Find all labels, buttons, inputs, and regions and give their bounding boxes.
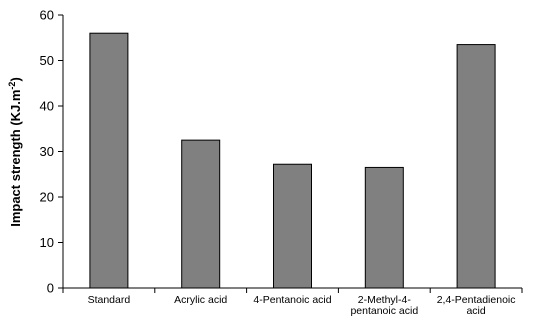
x-category-labels: Standard Acrylic acid 4-Pentanoic acid 2-Me… bbox=[88, 294, 516, 317]
y-tick-label: 40 bbox=[40, 99, 54, 114]
y-axis-title-superscript: -2 bbox=[7, 82, 17, 90]
y-tick-label: 50 bbox=[40, 53, 54, 68]
x-category-label: Standard bbox=[88, 294, 131, 306]
y-axis-title-close: ) bbox=[8, 77, 23, 81]
bar bbox=[181, 139, 221, 289]
y-tick-label: 10 bbox=[40, 235, 54, 250]
y-axis-title: Impact strength (KJ.m-2) bbox=[7, 77, 23, 227]
x-category-label-line: 2-Methyl-4- bbox=[358, 294, 412, 306]
y-ticks: 0 10 20 30 40 50 60 bbox=[40, 8, 63, 296]
bar bbox=[89, 32, 129, 289]
bar bbox=[364, 166, 404, 289]
bar bbox=[456, 44, 496, 289]
x-category-label-line: 2,4-Pentadienoic bbox=[437, 294, 516, 306]
x-category-label: 2-Methyl-4-pentanoic acid bbox=[350, 294, 418, 317]
x-category-label: Acrylic acid bbox=[174, 294, 227, 306]
x-category-label-line: Standard bbox=[88, 294, 131, 306]
x-category-label-line: acid bbox=[466, 305, 485, 317]
y-axis-title-main: Impact strength (KJ.m bbox=[8, 90, 23, 227]
x-category-label-line: pentanoic acid bbox=[350, 305, 418, 317]
bars bbox=[89, 32, 496, 289]
y-tick-label: 30 bbox=[40, 144, 54, 159]
x-category-label-line: Acrylic acid bbox=[174, 294, 227, 306]
x-category-label: 2,4-Pentadienoic acid bbox=[437, 294, 516, 317]
y-tick-label: 60 bbox=[40, 8, 54, 23]
x-category-label-line: 4-Pentanoic acid bbox=[253, 294, 331, 306]
x-category-label: 4-Pentanoic acid bbox=[253, 294, 331, 306]
y-tick-label: 20 bbox=[40, 190, 54, 205]
bar bbox=[273, 163, 312, 289]
y-tick-label: 0 bbox=[47, 281, 54, 296]
